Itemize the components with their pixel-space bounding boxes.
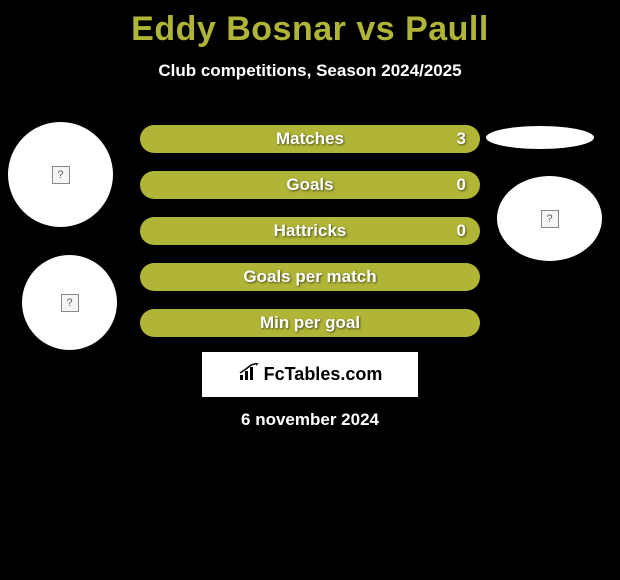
stat-value: 0: [457, 175, 466, 195]
stat-bar-matches: Matches 3: [140, 125, 480, 153]
player-avatar-right: ?: [497, 176, 602, 261]
stat-label: Matches: [276, 129, 344, 149]
brand-label: FcTables.com: [238, 363, 383, 386]
stat-bar-goals: Goals 0: [140, 171, 480, 199]
comparison-title: Eddy Bosnar vs Paull: [0, 0, 620, 49]
placeholder-icon: ?: [541, 210, 559, 228]
placeholder-icon: ?: [61, 294, 79, 312]
stat-value: 0: [457, 221, 466, 241]
comparison-subtitle: Club competitions, Season 2024/2025: [0, 61, 620, 81]
brand-name: FcTables.com: [264, 364, 383, 385]
chart-icon: [238, 363, 260, 386]
player-avatar-left-bottom: ?: [22, 255, 117, 350]
stat-bar-hattricks: Hattricks 0: [140, 217, 480, 245]
date-label: 6 november 2024: [0, 410, 620, 430]
stat-label: Hattricks: [274, 221, 347, 241]
stat-bar-min-per-goal: Min per goal: [140, 309, 480, 337]
brand-box: FcTables.com: [202, 352, 418, 397]
stat-label: Goals per match: [243, 267, 376, 287]
stat-bar-goals-per-match: Goals per match: [140, 263, 480, 291]
stat-value: 3: [457, 129, 466, 149]
stat-label: Min per goal: [260, 313, 360, 333]
stat-label: Goals: [286, 175, 333, 195]
decorative-ellipse: [486, 126, 594, 149]
player-avatar-left-top: ?: [8, 122, 113, 227]
stats-bars: Matches 3 Goals 0 Hattricks 0 Goals per …: [140, 125, 480, 355]
placeholder-icon: ?: [52, 166, 70, 184]
